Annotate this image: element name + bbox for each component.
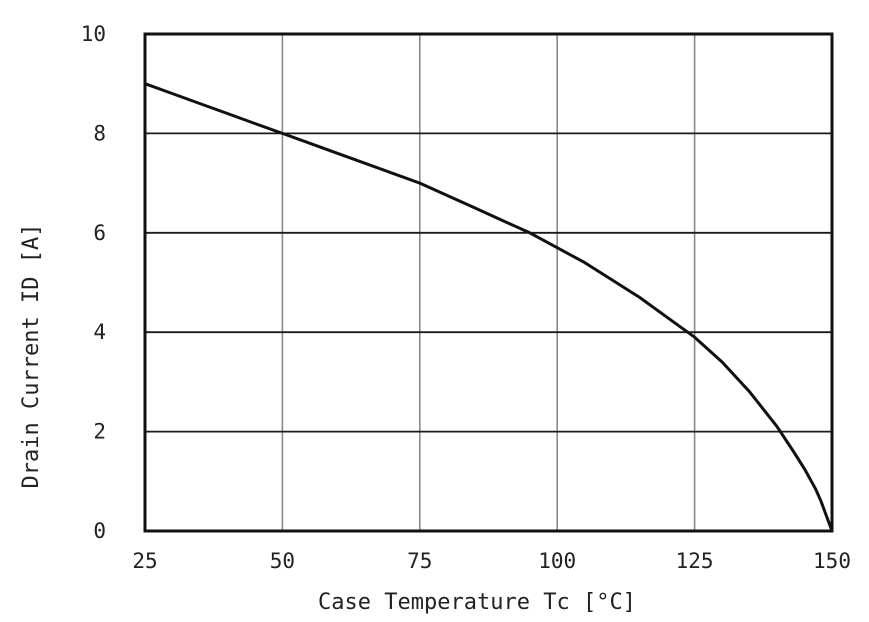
y-tick-label: 10 xyxy=(81,22,106,46)
plot-frame xyxy=(143,32,834,533)
x-axis-title: Case Temperature Tc [°C] xyxy=(318,590,636,615)
y-tick-label: 0 xyxy=(93,519,106,543)
series-layer xyxy=(144,82,834,532)
grid-layer xyxy=(145,34,832,531)
y-tick-label: 8 xyxy=(93,121,106,145)
ticks-layer: 25 50 75 100 125 150 0 2 4 6 8 10 xyxy=(81,22,851,573)
x-tick-label: 125 xyxy=(676,549,714,573)
x-tick-label: 100 xyxy=(538,549,576,573)
drain-current-curve xyxy=(144,82,834,532)
x-tick-label: 25 xyxy=(132,549,157,573)
x-tick-label: 150 xyxy=(813,549,851,573)
y-tick-label: 2 xyxy=(93,420,106,444)
y-tick-label: 4 xyxy=(93,320,106,344)
y-axis-title: Drain Current ID [A] xyxy=(19,224,44,489)
x-tick-label: 75 xyxy=(407,549,432,573)
x-tick-label: 50 xyxy=(270,549,295,573)
y-tick-label: 6 xyxy=(93,221,106,245)
